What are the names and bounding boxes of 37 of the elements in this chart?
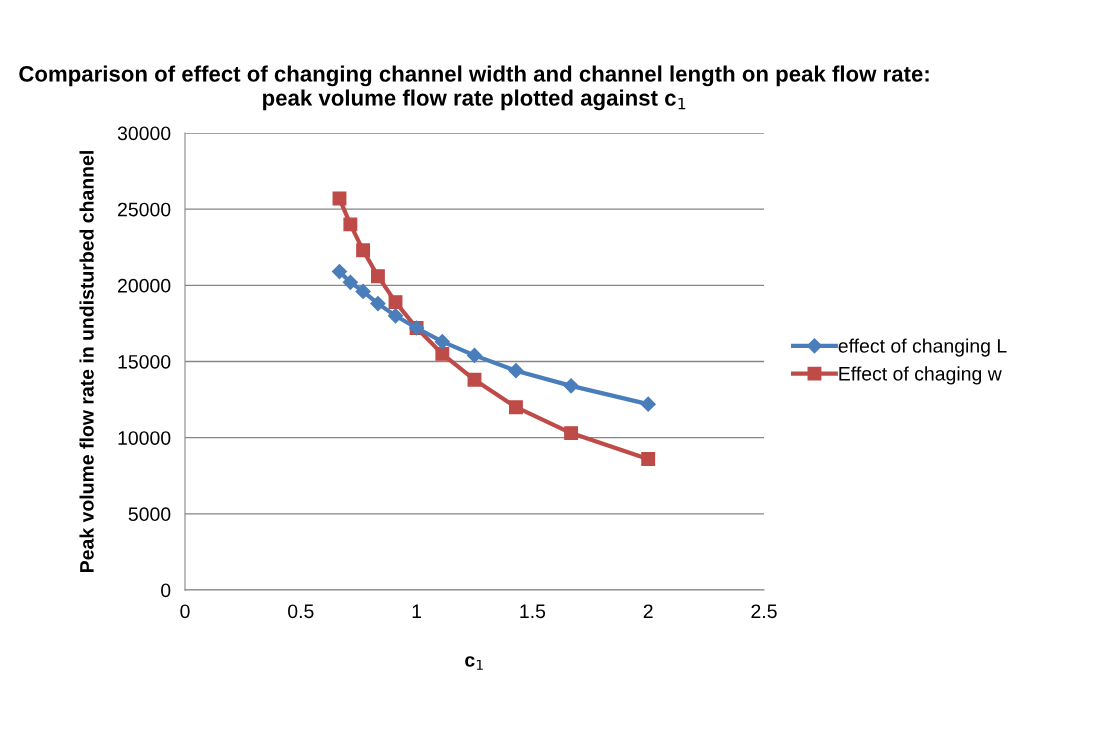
x-tick-label: 2.5 (751, 604, 777, 619)
point (343, 217, 358, 232)
point (641, 452, 656, 466)
point (355, 283, 371, 299)
x-tick-label: 2 (643, 604, 653, 618)
y-tick-label: 25000 (118, 202, 171, 217)
point (509, 400, 523, 415)
x-tick-label: 0.5 (288, 604, 314, 619)
y-tick-label: 20000 (118, 278, 171, 293)
y-tick-label: 5000 (128, 507, 171, 522)
x-tick-label: 1 (412, 604, 422, 618)
x-tick-label: 1.5 (520, 604, 546, 619)
point (508, 363, 524, 379)
point (387, 308, 404, 324)
y-tick-label: 10000 (118, 431, 171, 445)
point (640, 396, 656, 412)
y-axis-title: Peak volume flow rate in undisturbed channel (79, 151, 94, 572)
point (331, 264, 348, 280)
chart-title: Comparison of effect of changing channel width and channel length on peak flow rate: peak volume flow rate plotted against c$_{1}$ (19, 65, 929, 111)
point (434, 334, 450, 350)
point (370, 269, 385, 284)
legend-label: Effect of chaging w (839, 366, 1002, 385)
point (564, 426, 579, 441)
point (466, 347, 483, 363)
y-tick-label: 30000 (117, 126, 171, 141)
point (388, 295, 403, 310)
point (370, 296, 386, 312)
x-axis-title: c$_{1}$ (465, 656, 483, 670)
point (342, 274, 358, 290)
point (356, 243, 371, 258)
legend-label: effect of changing L (838, 338, 1007, 357)
y-tick-label: 0 (161, 583, 171, 598)
point (435, 346, 450, 361)
x-tick-label: 0 (180, 604, 190, 619)
point (563, 378, 579, 394)
y-tick-label: 15000 (118, 354, 171, 369)
point (467, 372, 482, 387)
